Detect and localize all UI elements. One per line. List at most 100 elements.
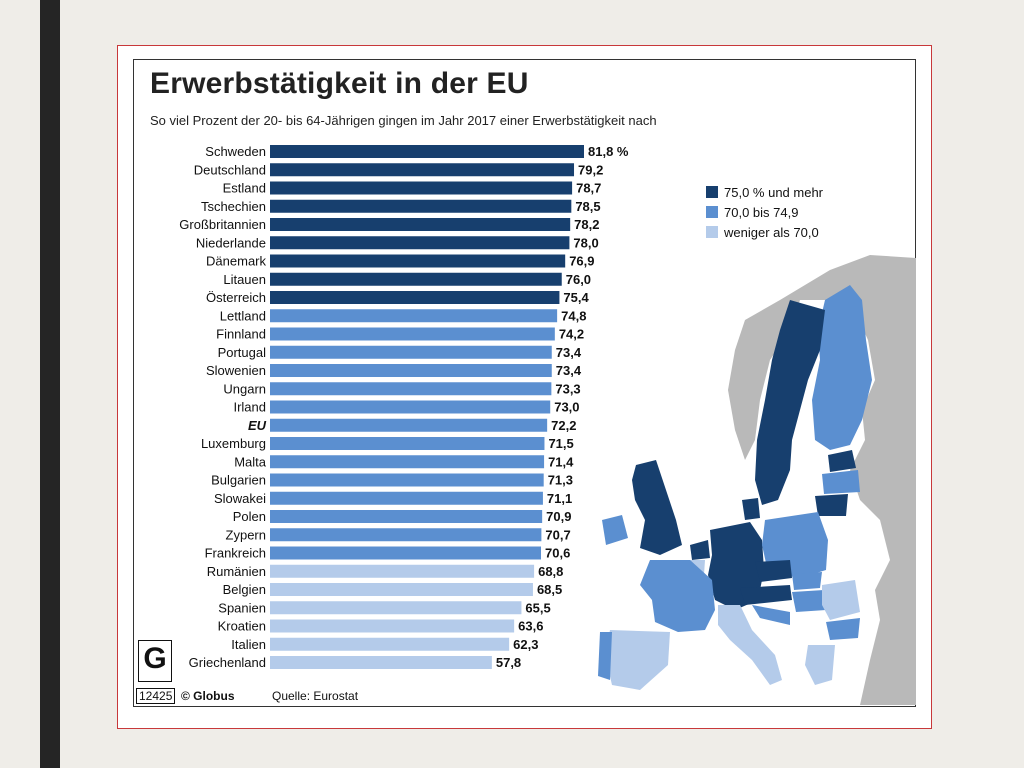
map-finland: [812, 285, 872, 450]
bar-luxemburg: [270, 437, 545, 450]
bar-schweden: [270, 145, 584, 158]
globus-logo: G: [143, 642, 167, 675]
map-estonia: [828, 450, 856, 472]
value-label: 74,2: [559, 327, 584, 342]
map-slovakia: [792, 572, 822, 590]
category-label: Dänemark: [206, 254, 266, 269]
category-label: Kroatien: [218, 619, 266, 634]
bar-zypern: [270, 528, 542, 542]
category-label: Litauen: [223, 272, 266, 287]
map-greece: [805, 645, 835, 685]
value-label: 74,8: [561, 308, 586, 323]
bar-estland: [270, 181, 573, 195]
category-label: Ungarn: [223, 381, 266, 396]
value-label: 78,7: [576, 181, 601, 196]
value-label: 73,4: [556, 345, 582, 360]
category-label: Malta: [234, 454, 267, 469]
value-label: 73,0: [554, 400, 579, 415]
category-label: Estland: [223, 181, 266, 196]
category-label: Luxemburg: [201, 436, 266, 451]
category-label: Griechenland: [189, 655, 266, 670]
category-label: Irland: [233, 400, 266, 415]
category-label: EU: [248, 418, 267, 433]
value-label: 70,9: [546, 509, 571, 524]
graphic-code: 12425: [136, 688, 176, 704]
europe-map: [598, 255, 916, 705]
category-label: Österreich: [206, 290, 266, 305]
value-label: 81,8 %: [588, 144, 629, 159]
bar-italien: [270, 637, 510, 651]
legend-swatch-mid: [706, 206, 718, 218]
value-label: 71,5: [548, 436, 573, 451]
category-label: Finnland: [216, 327, 266, 342]
value-label: 68,8: [538, 564, 563, 579]
bar-polen: [270, 510, 543, 523]
bars: Schweden 81,8 % Deutschland 79,2 Estland 78,7…: [179, 144, 629, 670]
bar-kroatien: [270, 619, 515, 633]
category-label: Frankreich: [205, 546, 266, 561]
map-spain: [605, 630, 670, 690]
value-label: 76,0: [566, 272, 591, 287]
bar-litauen: [270, 272, 562, 286]
value-label: 79,2: [578, 162, 603, 177]
map-france: [640, 560, 715, 632]
bar-griechenland: [270, 656, 492, 669]
bar-großbritannien: [270, 218, 571, 231]
map-hungary: [792, 590, 826, 612]
bar-finnland: [270, 327, 555, 341]
value-label: 62,3: [513, 637, 538, 652]
value-label: 73,3: [555, 381, 580, 396]
value-label: 57,8: [496, 655, 521, 670]
value-label: 73,4: [556, 363, 582, 378]
map-romania: [822, 580, 860, 620]
value-label: 71,1: [547, 491, 572, 506]
bar-frankreich: [270, 546, 542, 560]
value-label: 70,6: [545, 546, 570, 561]
map-italy: [718, 605, 782, 685]
map-slovenia-croatia: [752, 605, 790, 625]
map-uk: [632, 460, 682, 555]
value-label: 70,7: [545, 527, 570, 542]
map-sweden: [755, 300, 825, 505]
chart-subtitle: So viel Prozent der 20- bis 64-Jährigen …: [150, 113, 657, 128]
source-note: Quelle: Eurostat: [272, 689, 359, 703]
category-label: Deutschland: [194, 162, 266, 177]
map-bulgaria: [826, 618, 860, 640]
bar-belgien: [270, 583, 533, 596]
map-latvia: [822, 470, 860, 494]
value-label: 75,4: [563, 290, 589, 305]
legend-swatch-low: [706, 226, 718, 238]
category-label: Großbritannien: [179, 217, 266, 232]
category-label: Belgien: [223, 582, 266, 597]
bar-ungarn: [270, 382, 552, 396]
bar-malta: [270, 455, 545, 469]
map-netherlands: [690, 540, 710, 560]
value-label: 78,5: [575, 199, 600, 214]
map-ireland: [602, 515, 628, 545]
legend-label: 70,0 bis 74,9: [724, 205, 798, 220]
legend-label: 75,0 % und mehr: [724, 185, 824, 200]
value-label: 71,3: [548, 473, 573, 488]
category-label: Bulgarien: [211, 473, 266, 488]
category-label: Spanien: [218, 600, 266, 615]
bar-slowenien: [270, 364, 552, 377]
category-label: Tschechien: [201, 199, 266, 214]
copyright: © Globus: [181, 689, 235, 703]
category-label: Rumänien: [207, 564, 266, 579]
bar-niederlande: [270, 236, 570, 250]
bar-slowakei: [270, 491, 543, 505]
value-label: 72,2: [551, 418, 576, 433]
slide-side-bar: [40, 0, 60, 768]
value-label: 68,5: [537, 582, 562, 597]
category-label: Zypern: [226, 527, 266, 542]
map-portugal: [598, 632, 612, 680]
bar-deutschland: [270, 163, 575, 177]
bar-tschechien: [270, 199, 572, 213]
value-label: 78,0: [573, 235, 598, 250]
value-label: 78,2: [574, 217, 599, 232]
map-nonEU-east: [780, 255, 916, 705]
legend-label: weniger als 70,0: [723, 225, 819, 240]
category-label: Slowakei: [214, 491, 266, 506]
bar-eu: [270, 418, 548, 432]
